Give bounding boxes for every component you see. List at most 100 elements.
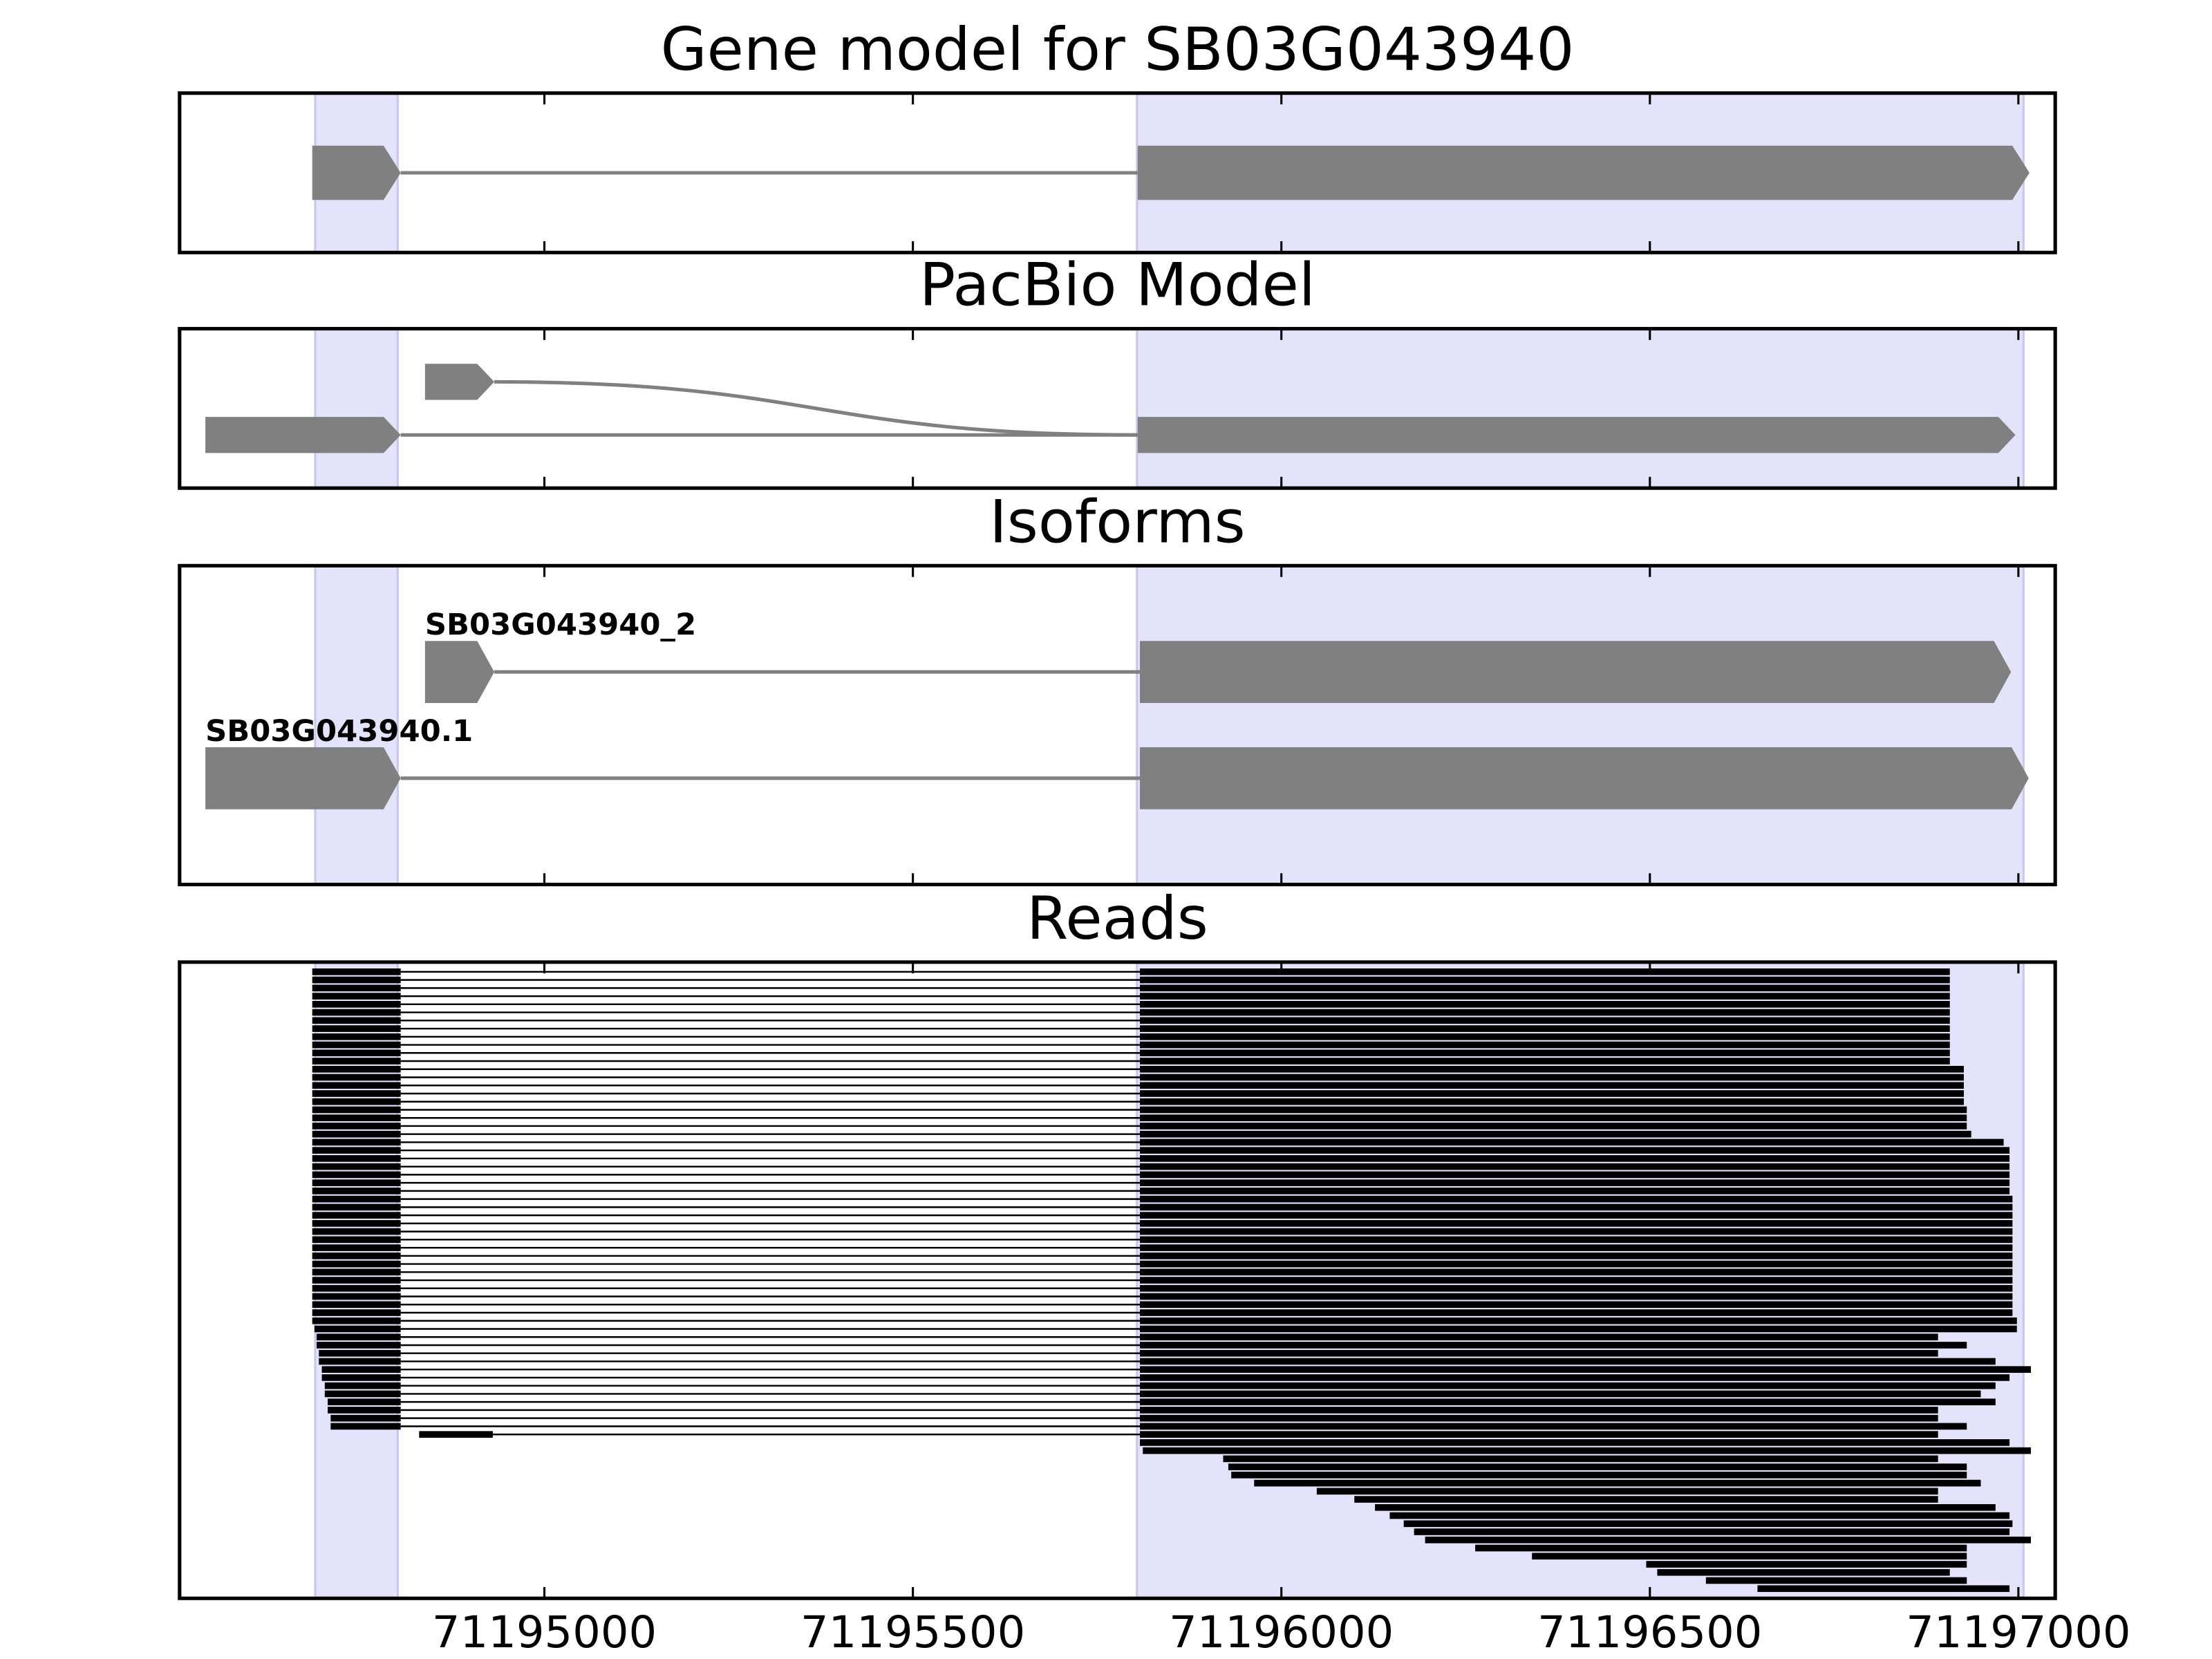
read-block: [1140, 1041, 1950, 1049]
read-block: [319, 1349, 401, 1357]
read-block: [312, 1123, 401, 1130]
x-tick-label: 71196500: [1537, 1606, 1762, 1658]
read-block: [312, 1195, 401, 1203]
read-block: [312, 1147, 401, 1154]
read-block: [1140, 1333, 1938, 1341]
read-block: [1254, 1479, 1981, 1487]
read-block: [321, 1374, 401, 1381]
read-block: [1140, 1390, 1981, 1398]
read-block: [312, 1025, 401, 1032]
read-block: [1140, 1017, 1950, 1024]
exon: [1140, 641, 2012, 704]
read-block: [1140, 1244, 2013, 1251]
read-block: [1140, 1349, 1938, 1357]
read-block: [312, 1163, 401, 1170]
read-block: [1140, 1277, 2013, 1284]
read-block: [1140, 1309, 2013, 1316]
read-block: [1140, 984, 1950, 992]
read-block: [1140, 1130, 1971, 1138]
read-block: [1140, 1228, 2013, 1235]
panel-frame: [178, 326, 2057, 490]
read-block: [319, 1358, 401, 1365]
read-block: [1140, 1098, 1964, 1105]
read-block: [1140, 976, 1950, 984]
x-tick-label: 71196000: [1169, 1606, 1394, 1658]
exon: [205, 417, 401, 453]
read-block: [312, 1268, 401, 1276]
read-block: [314, 1325, 401, 1333]
read-block: [1140, 1398, 1996, 1405]
read-block: [324, 1390, 401, 1398]
panel-title: Gene model for SB03G043940: [661, 15, 1575, 84]
panel-title: Reads: [1027, 884, 1208, 953]
read-block: [1140, 1423, 1967, 1430]
read-block: [1140, 1358, 1996, 1365]
read-block: [312, 968, 401, 975]
read-block: [1425, 1536, 2032, 1544]
read-block: [328, 1398, 401, 1405]
read-block: [312, 1277, 401, 1284]
read-block: [1140, 1090, 1964, 1097]
panel-title: PacBio Model: [919, 251, 1315, 320]
read-block: [1140, 1407, 1938, 1414]
read-block: [330, 1414, 401, 1422]
read-block: [312, 1236, 401, 1244]
highlight-region: [1136, 564, 2025, 886]
read-block: [1140, 1179, 2010, 1186]
panel-title: Isoforms: [989, 488, 1246, 557]
read-block: [312, 1009, 401, 1016]
read-block: [1140, 1260, 2013, 1268]
read-block: [1140, 1342, 1967, 1349]
read-block: [312, 1317, 401, 1324]
read-block: [1140, 1236, 2013, 1244]
read-block: [312, 1155, 401, 1162]
read-block: [312, 1065, 401, 1073]
read-block: [1140, 1114, 1967, 1122]
read-block: [1140, 1188, 2010, 1194]
read-block: [312, 1090, 401, 1097]
read-block: [1140, 1074, 1964, 1081]
read-block: [312, 1244, 401, 1251]
read-block: [312, 976, 401, 984]
read-block: [1316, 1488, 1938, 1495]
read-block: [321, 1366, 401, 1374]
read-block: [1140, 1106, 1967, 1114]
read-block: [1140, 1268, 2013, 1276]
read-block: [1140, 1431, 1938, 1438]
read-block: [312, 1058, 401, 1065]
read-block: [1475, 1544, 1967, 1552]
read-block: [312, 1106, 401, 1114]
read-block: [312, 1049, 401, 1057]
read-block: [1646, 1561, 1967, 1568]
read-block: [1140, 1033, 1950, 1040]
read-block: [1140, 1293, 2013, 1300]
read-block: [1140, 1058, 1950, 1065]
read-block: [312, 1220, 401, 1227]
read-block: [312, 1001, 401, 1008]
read-block: [1140, 1147, 2010, 1154]
read-block: [1375, 1503, 1996, 1511]
read-block: [328, 1407, 401, 1414]
exon: [424, 364, 495, 400]
read-block: [312, 1130, 401, 1138]
read-block: [1414, 1528, 2010, 1535]
read-block: [312, 1074, 401, 1081]
read-block: [1143, 1447, 2032, 1454]
read-block: [1403, 1520, 2013, 1528]
read-block: [312, 1171, 401, 1179]
isoform-label: SB03G043940_2: [425, 608, 696, 642]
read-block: [1757, 1585, 2010, 1593]
read-block: [1140, 1284, 2013, 1292]
read-block: [1140, 1025, 1950, 1032]
read-block: [1140, 1414, 1938, 1422]
read-block: [1140, 1439, 2010, 1446]
read-block: [1140, 1301, 2013, 1309]
highlight-region: [314, 327, 399, 489]
read-block: [330, 1423, 401, 1430]
read-block: [312, 984, 401, 992]
exon: [312, 145, 401, 200]
read-block: [1140, 1325, 2017, 1333]
read-block: [312, 1033, 401, 1040]
